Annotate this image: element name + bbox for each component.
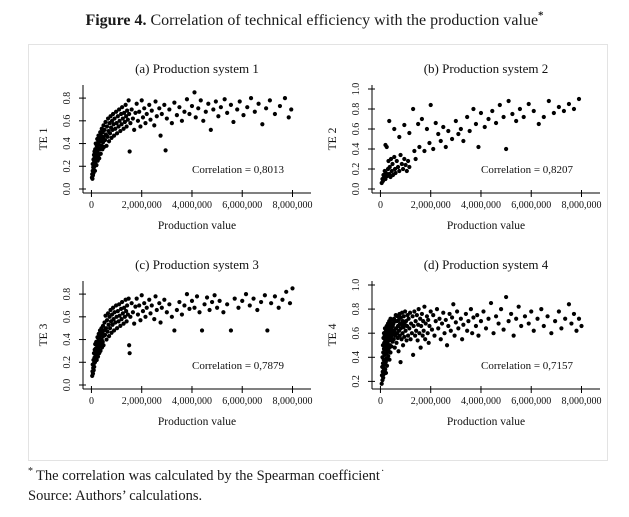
scatter-plot-production-system-1: (a) Production system 1 0 2,000,000 4,000,0… (38, 61, 313, 232)
svg-text:0.4: 0.4 (62, 137, 73, 150)
svg-text:0.2: 0.2 (351, 375, 362, 388)
footnote: * The correlation was calculated by the S… (28, 466, 608, 506)
svg-text:6,000,000: 6,000,000 (511, 200, 551, 211)
footnote-marker: * (28, 466, 33, 478)
svg-text:TE 3: TE 3 (38, 323, 50, 346)
svg-text:6,000,000: 6,000,000 (222, 396, 262, 407)
svg-text:6,000,000: 6,000,000 (511, 396, 551, 407)
caption-text: Correlation of technical efficiency with… (146, 12, 539, 29)
svg-text:0.6: 0.6 (62, 311, 73, 324)
svg-text:Correlation = 0,7879: Correlation = 0,7879 (192, 360, 285, 372)
svg-text:6,000,000: 6,000,000 (222, 200, 262, 211)
svg-text:8,000,000: 8,000,000 (273, 396, 313, 407)
svg-text:4,000,000: 4,000,000 (461, 200, 501, 211)
svg-text:0.8: 0.8 (351, 303, 362, 316)
figure-panel-grid: (a) Production system 1 0 2,000,000 4,000,0… (28, 44, 608, 461)
svg-text:Correlation = 0,7157: Correlation = 0,7157 (481, 360, 574, 372)
svg-text:4,000,000: 4,000,000 (172, 396, 212, 407)
svg-text:0.8: 0.8 (62, 288, 73, 301)
svg-text:(a) Production system 1: (a) Production system 1 (135, 61, 259, 76)
svg-text:0: 0 (89, 396, 94, 407)
svg-text:0.2: 0.2 (62, 356, 73, 369)
svg-text:8,000,000: 8,000,000 (562, 396, 602, 407)
caption-asterisk: * (538, 9, 544, 22)
svg-text:0.6: 0.6 (351, 123, 362, 136)
svg-text:0.0: 0.0 (62, 183, 73, 196)
svg-text:Production value: Production value (447, 220, 525, 232)
svg-text:TE 2: TE 2 (327, 127, 339, 150)
svg-text:Production value: Production value (447, 416, 525, 428)
svg-text:0.4: 0.4 (351, 351, 362, 364)
figure-caption: Figure 4. Correlation of technical effic… (0, 9, 629, 30)
footnote-trailing-mark: · (380, 466, 385, 478)
svg-text:4,000,000: 4,000,000 (172, 200, 212, 211)
svg-text:0.6: 0.6 (62, 115, 73, 128)
svg-text:1.0: 1.0 (351, 279, 362, 292)
scatter-plot-production-system-2: (b) Production system 2 0 2,000,000 4,000,0… (327, 61, 602, 232)
footnote-text: The correlation was calculated by the Sp… (36, 468, 380, 484)
svg-text:8,000,000: 8,000,000 (273, 200, 313, 211)
chart-panel-b: (b) Production system 2 0 2,000,000 4,000,0… (320, 59, 608, 251)
svg-text:Correlation = 0,8207: Correlation = 0,8207 (481, 164, 574, 176)
svg-text:0: 0 (378, 396, 383, 407)
source-line: Source: Authors’ calculations. (28, 488, 203, 504)
svg-text:(d) Production system 4: (d) Production system 4 (424, 257, 549, 272)
chart-panel-c: (c) Production system 3 0 2,000,000 4,000,0… (31, 255, 319, 447)
svg-text:2,000,000: 2,000,000 (122, 200, 162, 211)
svg-text:Correlation = 0,8013: Correlation = 0,8013 (192, 164, 285, 176)
chart-panel-d: (d) Production system 4 0 2,000,000 4,000,0… (320, 255, 608, 447)
svg-text:0.0: 0.0 (351, 183, 362, 196)
svg-text:0.2: 0.2 (351, 163, 362, 176)
svg-text:1.0: 1.0 (351, 83, 362, 96)
svg-text:2,000,000: 2,000,000 (122, 396, 162, 407)
svg-text:Production value: Production value (158, 220, 236, 232)
svg-text:2,000,000: 2,000,000 (411, 200, 451, 211)
svg-text:4,000,000: 4,000,000 (461, 396, 501, 407)
svg-text:0.8: 0.8 (62, 92, 73, 105)
svg-text:8,000,000: 8,000,000 (562, 200, 602, 211)
svg-text:0.0: 0.0 (62, 379, 73, 392)
svg-text:Production value: Production value (158, 416, 236, 428)
scatter-plot-production-system-4: (d) Production system 4 0 2,000,000 4,000,0… (327, 257, 602, 428)
svg-text:TE 4: TE 4 (327, 323, 339, 346)
svg-text:0: 0 (378, 200, 383, 211)
figure-label: Figure 4. (85, 12, 147, 29)
svg-text:(c) Production system 3: (c) Production system 3 (135, 257, 259, 272)
svg-text:0.2: 0.2 (62, 160, 73, 173)
svg-text:0: 0 (89, 200, 94, 211)
chart-panel-a: (a) Production system 1 0 2,000,000 4,000,0… (31, 59, 319, 251)
svg-text:(b) Production system 2: (b) Production system 2 (424, 61, 549, 76)
svg-text:2,000,000: 2,000,000 (411, 396, 451, 407)
svg-text:0.4: 0.4 (62, 333, 73, 346)
svg-text:0.6: 0.6 (351, 327, 362, 340)
svg-text:0.8: 0.8 (351, 103, 362, 116)
scatter-plot-production-system-3: (c) Production system 3 0 2,000,000 4,000,0… (38, 257, 313, 428)
svg-text:0.4: 0.4 (351, 143, 362, 156)
svg-text:TE 1: TE 1 (38, 127, 50, 150)
footnote-line: * The correlation was calculated by the S… (28, 466, 608, 486)
